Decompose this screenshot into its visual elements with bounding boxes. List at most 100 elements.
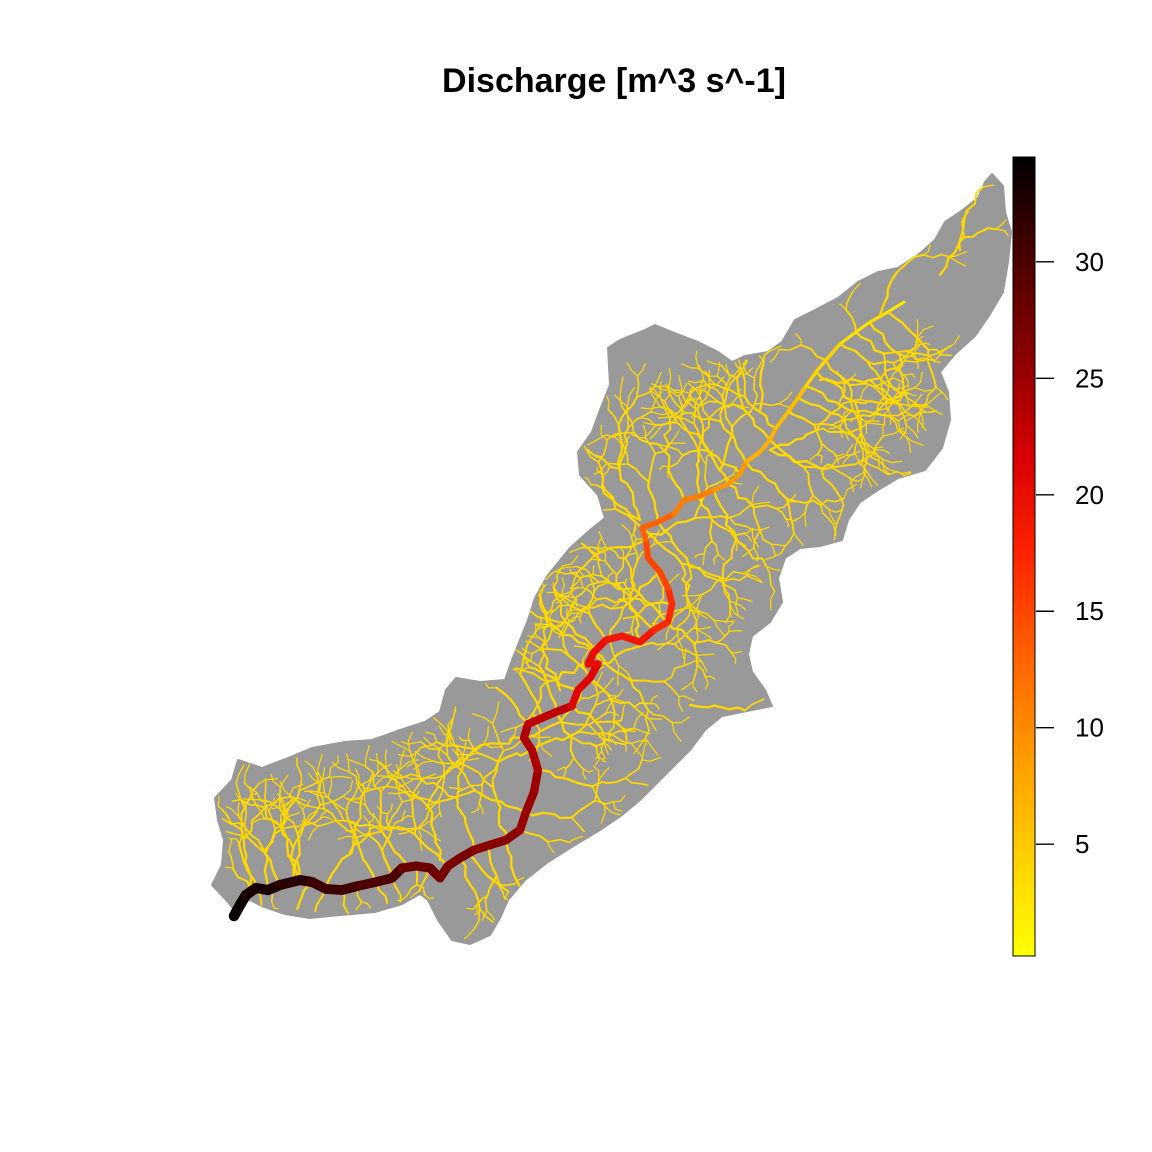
tributary [743,698,765,712]
tributary [642,424,647,439]
tributary [485,682,498,689]
tributary [623,729,636,733]
tributary [413,760,434,770]
tributary [713,619,726,637]
tributary [865,447,889,470]
main-channel-segment [854,320,872,334]
tributary [327,777,333,799]
tributary [995,219,1007,230]
tributary [568,615,582,622]
tributary [695,448,702,502]
tributary [751,529,760,548]
tributary [712,488,738,541]
tributary [264,778,267,808]
tributary [854,330,885,355]
tributary [698,494,714,522]
tributary [657,416,674,419]
tributary [728,630,743,633]
tributary [632,431,666,453]
tributary [648,717,657,732]
tributary [863,472,873,488]
tributary [734,597,739,616]
tributary [497,748,534,763]
tributary [364,803,381,827]
tributary [633,702,651,708]
tributary [897,402,928,407]
tributary [640,641,676,647]
tributary [369,758,387,769]
tributary [681,594,703,597]
tributary [287,812,300,818]
tributary [617,396,638,426]
tributary [447,706,457,726]
tributary [605,711,620,717]
tributary [434,789,476,805]
tributary [396,778,415,790]
tributary [610,699,636,709]
tributary [419,740,449,757]
tributary [916,325,934,339]
tributary [301,820,319,827]
tributary [552,565,564,589]
tributary [650,410,673,416]
tributary [770,590,776,611]
tributary [423,736,441,749]
tributary [588,612,608,642]
tributary [568,835,584,844]
tributary [693,594,703,615]
tributary [851,283,861,294]
tributary [303,817,322,827]
tributary [568,568,581,579]
main-channel-segment [642,536,652,562]
tributary [473,907,481,930]
tributary [562,767,567,779]
tributary [327,796,345,822]
tributary [323,808,356,835]
tributary [471,802,480,814]
tributary [270,773,281,788]
tributary [742,362,756,379]
tributary [813,423,823,444]
tributary [538,593,547,617]
tributary [744,460,788,500]
tributary [603,508,617,511]
tributary [562,555,579,567]
tributary [680,362,699,369]
tributary [769,345,782,351]
tributary [622,570,662,609]
tributary [682,392,692,410]
tributary [342,819,382,831]
colorbar-legend: 5 10 15 20 25 30 [1012,156,1104,957]
tributary [731,402,756,428]
tributary [602,465,611,476]
tributary [934,345,952,362]
tributary [745,574,764,584]
tributary [243,825,265,852]
tributary [495,686,530,726]
tributary [669,454,684,468]
tributary [644,709,650,739]
tributary [364,744,370,768]
tributary [500,726,517,733]
tributary [597,461,605,495]
tributary [308,825,319,841]
tributary [491,749,505,789]
tributary [264,827,276,855]
tributary [244,792,258,806]
tributary [728,504,753,519]
tributary [679,419,700,451]
tributary [279,781,296,800]
tributary [802,465,814,497]
tributary [576,551,602,574]
tributary [513,876,525,885]
tributary [357,781,374,790]
tributary [750,501,771,506]
tributary [735,537,768,568]
tributary [878,271,898,317]
tributary [604,805,621,816]
tributary [736,377,745,411]
tributary [468,739,479,754]
tributary [319,767,326,785]
main-channel-segment [743,449,763,465]
tributary [376,805,389,815]
